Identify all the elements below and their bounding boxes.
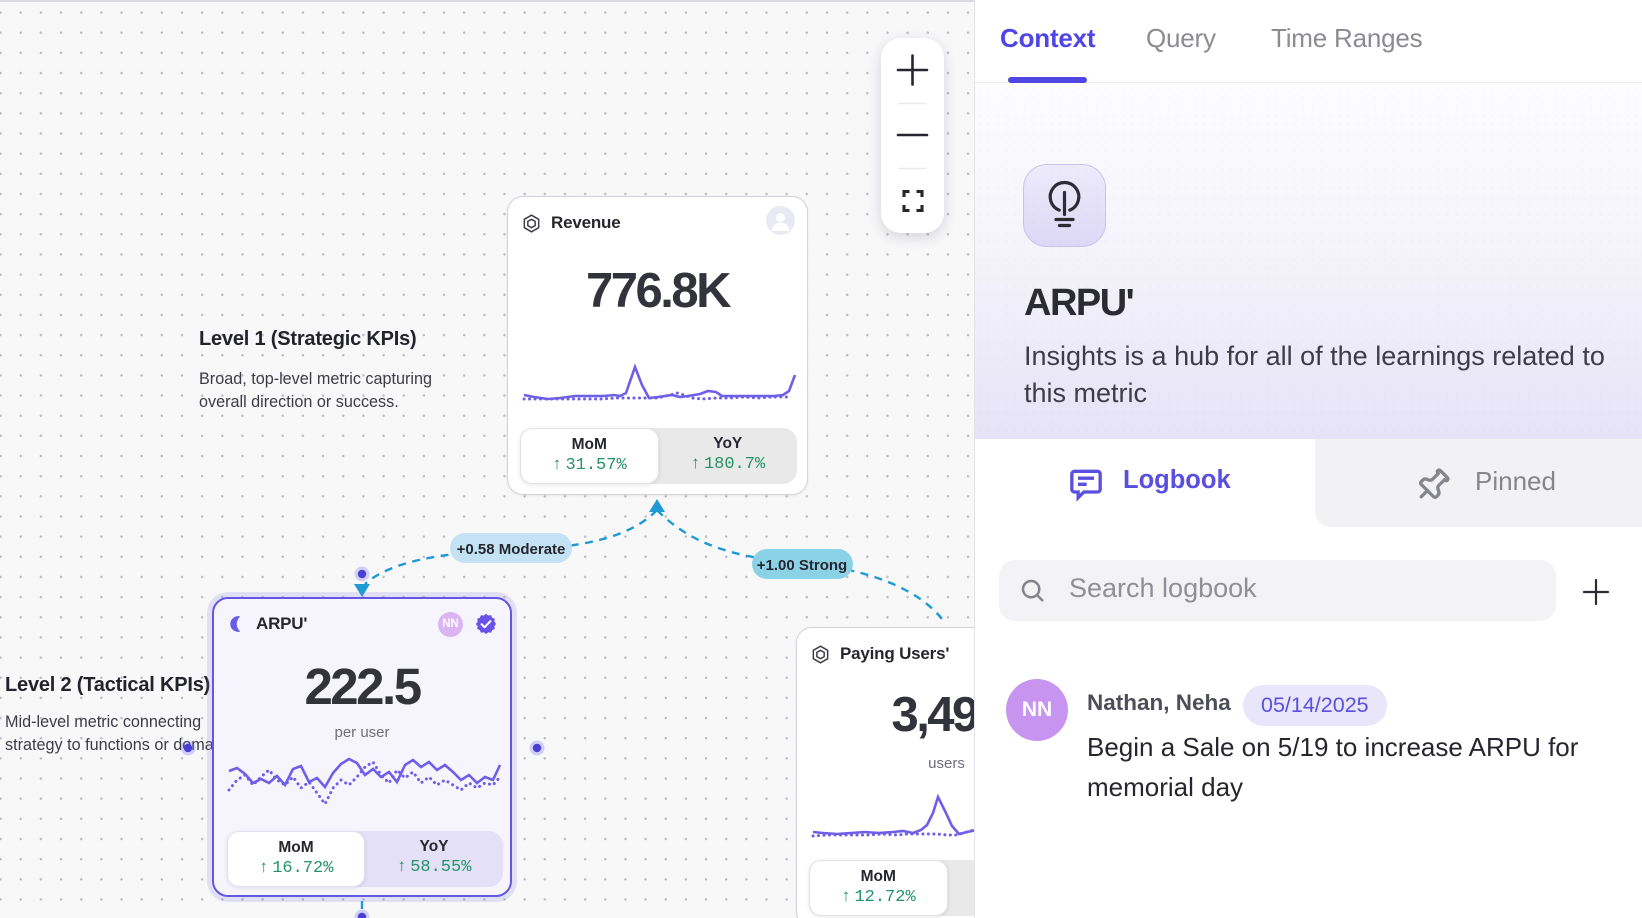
svg-text:+0.58 Moderate: +0.58 Moderate xyxy=(457,541,566,558)
svg-text:+1.00 Strong: +1.00 Strong xyxy=(757,557,847,574)
